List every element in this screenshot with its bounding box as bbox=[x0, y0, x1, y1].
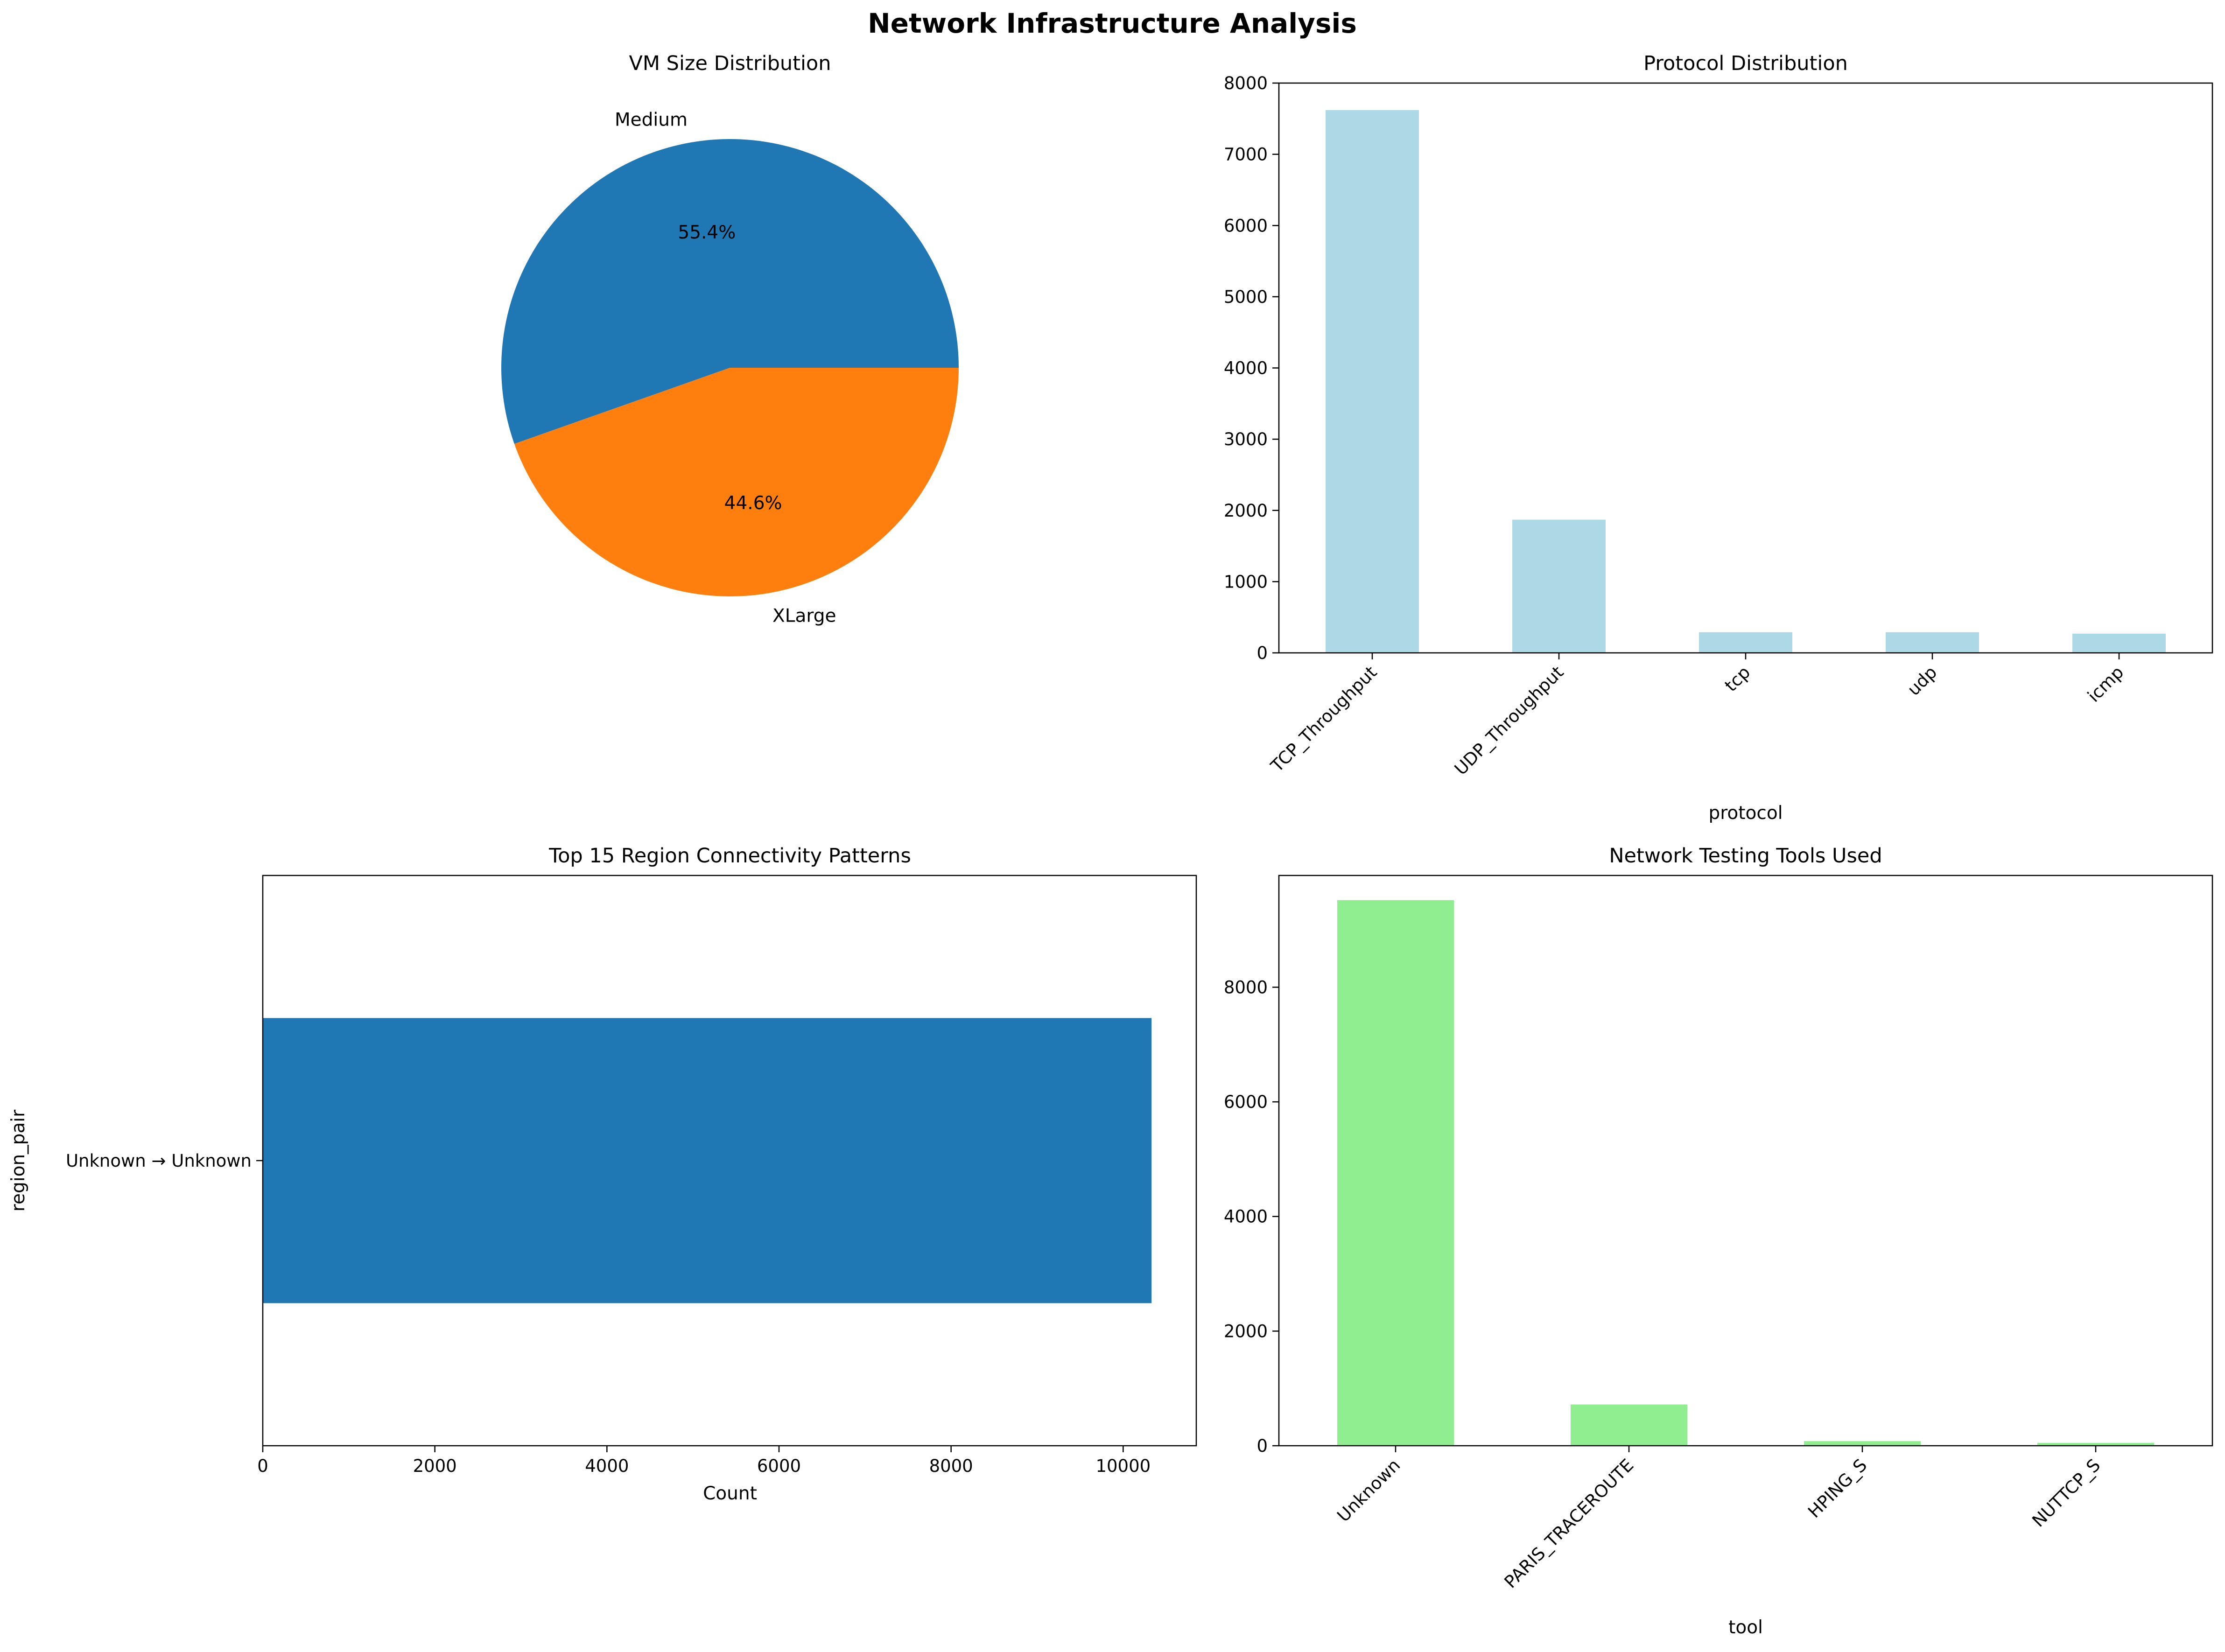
tools-x-tick-label-paris-traceroute: PARIS_TRACEROUTE bbox=[1501, 1455, 1638, 1592]
pie-pct-medium: 55.4% bbox=[678, 222, 736, 243]
tools-chart-title: Network Testing Tools Used bbox=[1609, 844, 1882, 868]
tools-bar-paris-traceroute bbox=[1571, 1404, 1687, 1446]
tools-bar-chart: Network Testing Tools Used Unknown PARIS_… bbox=[1224, 844, 2213, 1638]
protocol-plot: TCP_Throughput UDP_Throughput tcp udp icmp 0 1… bbox=[1224, 73, 2213, 779]
protocol-x-tick-label-icmp: icmp bbox=[2084, 662, 2127, 706]
protocol-x-tick-label-udp-throughput: UDP_Throughput bbox=[1451, 662, 1568, 779]
protocol-axes-frame bbox=[1278, 82, 2213, 654]
tools-x-tick-label-hping-s: HPING_S bbox=[1804, 1455, 1871, 1522]
region-axes-frame bbox=[262, 875, 1197, 1447]
region-x-tick-label-2000: 2000 bbox=[413, 1456, 457, 1476]
region-bar-unknown-unknown bbox=[263, 1018, 1152, 1303]
tools-axes-frame bbox=[1278, 875, 2213, 1447]
region-x-tick-label-0: 0 bbox=[257, 1456, 268, 1476]
protocol-x-tick-label-tcp-throughput: TCP_Throughput bbox=[1267, 662, 1381, 777]
region-x-tick-label-6000: 6000 bbox=[757, 1456, 801, 1476]
protocol-x-tick-label-udp: udp bbox=[1903, 662, 1941, 700]
tools-bar-unknown bbox=[1337, 900, 1454, 1446]
region-x-tick-label-4000: 4000 bbox=[585, 1456, 629, 1476]
tools-x-tick-label-unknown: Unknown bbox=[1334, 1455, 1404, 1526]
protocol-x-axis-label: protocol bbox=[1708, 803, 1783, 824]
region-y-axis-label: region_pair bbox=[8, 1109, 29, 1211]
region-x-tick-label-8000: 8000 bbox=[929, 1456, 973, 1476]
pie-slices bbox=[501, 139, 959, 596]
pie-chart-title: VM Size Distribution bbox=[629, 52, 831, 75]
tools-y-tick-label-4000: 4000 bbox=[1224, 1207, 1268, 1227]
protocol-y-tick-label-7000: 7000 bbox=[1224, 145, 1268, 165]
region-x-tick-label-10000: 10000 bbox=[1095, 1456, 1151, 1476]
region-chart-title: Top 15 Region Connectivity Patterns bbox=[548, 844, 911, 868]
protocol-y-tick-label-4000: 4000 bbox=[1224, 358, 1268, 378]
pie-pct-xlarge: 44.6% bbox=[724, 493, 782, 514]
protocol-y-tick-label-1000: 1000 bbox=[1224, 572, 1268, 592]
figure-title: Network Infrastructure Analysis bbox=[868, 7, 1357, 39]
tools-x-axis-label: tool bbox=[1728, 1617, 1763, 1638]
pie-slice-medium bbox=[501, 139, 959, 444]
tools-bar-nuttcp-s bbox=[2037, 1442, 2154, 1446]
protocol-y-tick-label-5000: 5000 bbox=[1224, 287, 1268, 307]
protocol-x-tick-label-tcp: tcp bbox=[1721, 662, 1755, 696]
tools-y-tick-label-8000: 8000 bbox=[1224, 977, 1268, 997]
tools-y-tick-label-2000: 2000 bbox=[1224, 1321, 1268, 1341]
pie-label-medium: Medium bbox=[615, 110, 688, 131]
region-plot: Unknown → Unknown 0 2000 4000 6000 8000 10000 bbox=[66, 875, 1197, 1476]
protocol-chart-title: Protocol Distribution bbox=[1643, 52, 1848, 75]
region-barh-chart: Top 15 Region Connectivity Patterns Unkn… bbox=[8, 844, 1197, 1504]
region-y-tick-label-unknown-unknown: Unknown → Unknown bbox=[66, 1151, 252, 1171]
protocol-y-tick-label-3000: 3000 bbox=[1224, 429, 1268, 449]
protocol-bar-tcp-throughput bbox=[1326, 110, 1419, 653]
protocol-y-tick-label-0: 0 bbox=[1256, 643, 1268, 663]
protocol-bar-chart: Protocol Distribution TCP_Throughput UDP_… bbox=[1224, 52, 2213, 824]
protocol-bar-udp bbox=[1886, 632, 1979, 653]
pie-labels: Medium 55.4% XLarge 44.6% bbox=[615, 110, 836, 627]
protocol-y-tick-label-6000: 6000 bbox=[1224, 216, 1268, 236]
tools-x-tick-label-nuttcp-s: NUTTCP_S bbox=[2028, 1455, 2105, 1531]
tools-y-tick-label-0: 0 bbox=[1256, 1436, 1268, 1456]
region-x-axis-label: Count bbox=[703, 1483, 757, 1504]
tools-plot: Unknown PARIS_TRACEROUTE HPING_S NUTTCP_S 0 2… bbox=[1224, 875, 2213, 1592]
vm-size-pie-chart: VM Size Distribution Medium 55.4% XLarge 44… bbox=[501, 52, 959, 626]
tools-y-tick-label-6000: 6000 bbox=[1224, 1092, 1268, 1112]
protocol-bar-tcp bbox=[1699, 632, 1792, 653]
pie-label-xlarge: XLarge bbox=[772, 605, 836, 626]
pie-slice-xlarge bbox=[514, 368, 959, 596]
protocol-y-tick-label-8000: 8000 bbox=[1224, 73, 1268, 93]
protocol-y-tick-label-2000: 2000 bbox=[1224, 501, 1268, 521]
tools-bar-hping-s bbox=[1804, 1441, 1921, 1446]
protocol-bar-icmp bbox=[2072, 633, 2166, 653]
protocol-bar-udp-throughput bbox=[1512, 519, 1606, 653]
